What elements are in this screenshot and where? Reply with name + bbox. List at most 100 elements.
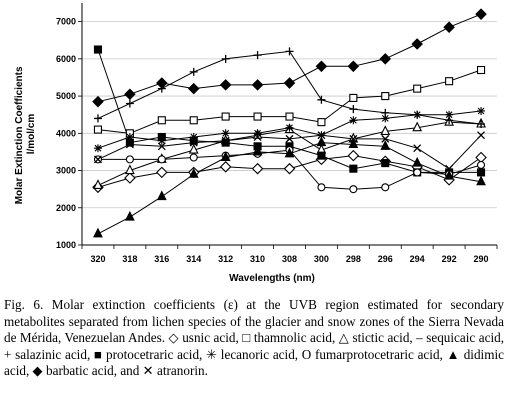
x-tick-label: 292 <box>442 254 457 264</box>
x-tick-label: 312 <box>218 254 233 264</box>
marker-circle-open <box>349 185 358 194</box>
marker-x <box>413 144 422 153</box>
marker-square-filled <box>381 159 390 168</box>
marker-triangle-filled <box>348 138 359 149</box>
marker-square-open <box>445 77 454 86</box>
marker-asterisk <box>93 144 102 153</box>
marker-plus <box>253 51 262 60</box>
marker-circle-open <box>189 153 198 162</box>
marker-square-open <box>476 65 486 75</box>
marker-diamond-filled <box>347 60 360 73</box>
x-tick-label: 316 <box>154 254 169 264</box>
marker-diamond-filled <box>379 53 392 65</box>
y-tick-label: 7000 <box>56 17 76 27</box>
marker-triangle-open <box>380 125 391 135</box>
marker-square-open <box>253 112 262 121</box>
chart-svg: 1000 2000 3000 4000 5000 6000 7000 320 318 316 314… <box>14 3 498 284</box>
marker-circle-open <box>157 155 166 164</box>
x-tick-label: 300 <box>314 254 329 264</box>
marker-square-open <box>285 112 294 121</box>
tick-labels: 1000 2000 3000 4000 5000 6000 7000 320 318 316 314… <box>56 17 489 264</box>
x-tick-label: 296 <box>378 254 393 264</box>
marker-asterisk <box>189 133 198 142</box>
marker-x <box>445 164 454 173</box>
marker-square-open <box>349 93 358 102</box>
marker-circle-open <box>381 183 390 192</box>
marker-plus <box>221 54 230 63</box>
marker-plus <box>189 67 198 76</box>
marker-x <box>221 136 230 145</box>
marker-triangle-filled <box>476 175 486 186</box>
marker-circle-open <box>125 155 134 164</box>
marker-square-open <box>317 118 326 127</box>
x-axis-label: Wavelengths (nm) <box>229 273 315 284</box>
marker-diamond-open <box>251 162 264 175</box>
marker-diamond-filled <box>219 79 232 91</box>
figure-caption: Fig. 6. Molar extinction coefficients (ε… <box>4 297 504 379</box>
x-tick-label: 314 <box>186 254 201 264</box>
marker-square-filled <box>93 45 103 54</box>
y-tick-label: 1000 <box>56 240 76 250</box>
x-tick-label: 290 <box>474 254 489 264</box>
marker-x <box>253 133 262 141</box>
marker-x <box>349 134 358 143</box>
marker-x <box>125 140 134 149</box>
y-tick-label: 3000 <box>56 166 76 176</box>
marker-diamond-filled <box>124 88 136 100</box>
grid-lines <box>82 21 497 209</box>
marker-square-open <box>221 112 230 121</box>
marker-plus <box>93 114 102 123</box>
marker-diamond-filled <box>251 79 264 91</box>
marker-diamond-open <box>124 172 136 184</box>
chart: 1000 2000 3000 4000 5000 6000 7000 320 318 316 314… <box>14 3 498 284</box>
marker-x <box>189 138 198 147</box>
marker-diamond-filled <box>443 21 455 33</box>
marker-triangle-open <box>93 179 103 189</box>
y-tick-label: 5000 <box>56 91 76 101</box>
marker-x <box>317 131 326 140</box>
marker-triangle-filled <box>156 190 167 201</box>
series-markers <box>92 8 487 238</box>
x-tick-label: 308 <box>282 254 297 264</box>
marker-diamond-filled <box>475 8 487 20</box>
marker-square-filled <box>476 168 486 177</box>
marker-triangle-filled <box>284 147 295 158</box>
marker-plus <box>477 120 486 128</box>
marker-diamond-filled <box>283 77 296 89</box>
marker-circle-open <box>476 160 486 170</box>
marker-diamond-open <box>283 162 296 175</box>
marker-asterisk <box>221 129 230 138</box>
marker-triangle-filled <box>444 169 455 180</box>
x-tick-label: 294 <box>410 254 425 264</box>
marker-triangle-filled <box>124 210 135 221</box>
marker-diamond-filled <box>156 77 168 89</box>
marker-diamond-filled <box>92 95 104 108</box>
marker-triangle-open <box>188 143 199 154</box>
marker-asterisk <box>381 114 390 123</box>
marker-asterisk <box>253 129 262 138</box>
marker-asterisk <box>477 106 486 115</box>
marker-x <box>94 155 102 164</box>
marker-plus <box>285 47 294 56</box>
marker-asterisk <box>445 110 454 119</box>
marker-square-open <box>93 125 103 134</box>
marker-plus <box>317 95 326 104</box>
marker-square-open <box>381 92 390 101</box>
y-tick-label: 2000 <box>56 203 76 213</box>
marker-triangle-filled <box>412 156 423 167</box>
marker-x <box>477 131 485 140</box>
x-tick-label: 320 <box>90 254 105 264</box>
marker-triangle-open <box>412 121 423 132</box>
marker-diamond-filled <box>315 60 328 73</box>
marker-triangle-filled <box>316 136 327 147</box>
y-axis-label-line-1: Molar Extinction Coefficients <box>14 66 25 204</box>
marker-circle-open <box>317 183 326 192</box>
marker-plus <box>349 105 358 114</box>
marker-asterisk <box>157 136 166 145</box>
marker-diamond-open <box>219 161 232 173</box>
marker-plus <box>125 99 134 108</box>
marker-asterisk <box>125 133 134 142</box>
marker-asterisk <box>413 110 422 119</box>
marker-diamond-open <box>347 149 360 162</box>
